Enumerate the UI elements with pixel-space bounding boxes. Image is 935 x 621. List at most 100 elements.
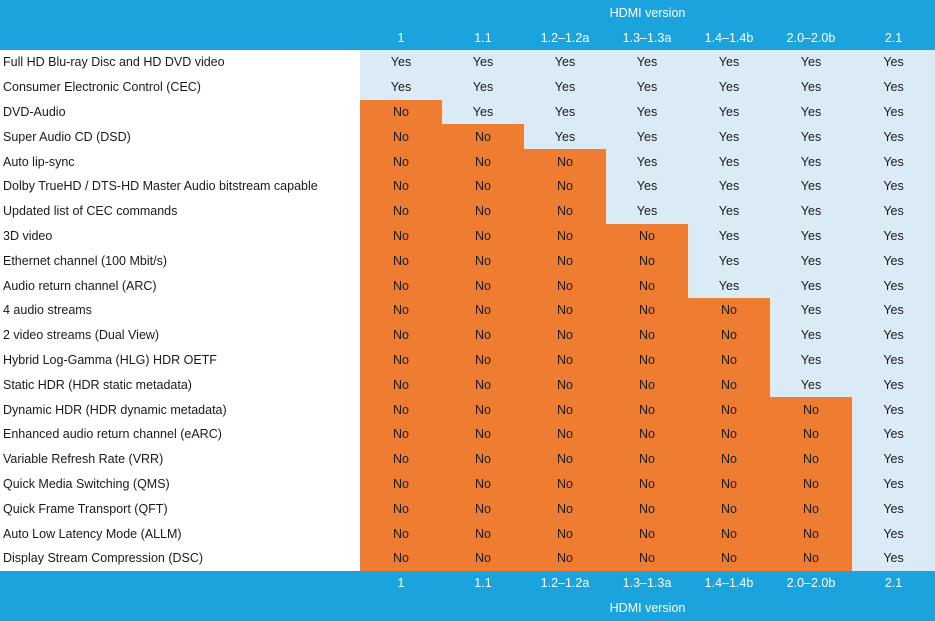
- support-cell: No: [524, 273, 606, 298]
- support-cell: Yes: [524, 99, 606, 125]
- support-cell: Yes: [852, 248, 935, 274]
- support-cell: No: [524, 322, 606, 348]
- support-cell: Yes: [606, 99, 688, 125]
- table-row: Auto Low Latency Mode (ALLM) No No No No No No…: [0, 521, 935, 546]
- support-cell: No: [688, 421, 770, 447]
- support-cell: Yes: [688, 149, 770, 174]
- support-cell: Yes: [360, 74, 442, 100]
- support-cell: Yes: [852, 124, 935, 150]
- support-cell: Yes: [852, 223, 935, 249]
- support-cell: No: [442, 173, 524, 199]
- support-cell: Yes: [852, 297, 935, 323]
- support-cell: No: [360, 446, 442, 472]
- table-row: 3D video No No No No Yes Yes Yes: [0, 223, 935, 249]
- header-version-1-4: 1.4–1.4b: [688, 26, 770, 50]
- support-cell: No: [442, 545, 524, 571]
- support-cell: Yes: [770, 297, 852, 323]
- support-cell: No: [360, 347, 442, 373]
- footer-version-1-1: 1.1: [442, 570, 524, 595]
- support-cell: No: [688, 347, 770, 373]
- support-cell: No: [442, 149, 524, 174]
- support-cell: Yes: [606, 198, 688, 224]
- feature-label: Enhanced audio return channel (eARC): [0, 421, 360, 447]
- feature-label: Audio return channel (ARC): [0, 273, 360, 298]
- support-cell: No: [688, 397, 770, 422]
- support-cell: No: [524, 545, 606, 571]
- support-cell: No: [606, 223, 688, 249]
- support-cell: No: [360, 397, 442, 422]
- support-cell: Yes: [852, 173, 935, 199]
- support-cell: Yes: [524, 124, 606, 150]
- support-cell: No: [442, 471, 524, 497]
- feature-label: 3D video: [0, 223, 360, 249]
- support-cell: Yes: [852, 149, 935, 174]
- support-cell: No: [688, 471, 770, 497]
- table-row: Enhanced audio return channel (eARC) No No…: [0, 421, 935, 447]
- support-cell: No: [606, 248, 688, 274]
- footer-version-row: 1 1.1 1.2–1.2a 1.3–1.3a 1.4–1.4b 2.0–2.0…: [0, 570, 935, 595]
- footer-version-1-3: 1.3–1.3a: [606, 570, 688, 595]
- header-version-1-2: 1.2–1.2a: [524, 26, 606, 50]
- support-cell: No: [770, 496, 852, 522]
- support-cell: No: [688, 322, 770, 348]
- support-cell: Yes: [852, 521, 935, 546]
- support-cell: Yes: [442, 99, 524, 125]
- feature-label: 2 video streams (Dual View): [0, 322, 360, 348]
- support-cell: No: [360, 173, 442, 199]
- support-cell: Yes: [688, 248, 770, 274]
- table-row: 2 video streams (Dual View) No No No No No Yes…: [0, 322, 935, 348]
- table-row: Updated list of CEC commands No No No Yes Yes…: [0, 198, 935, 224]
- support-cell: No: [442, 496, 524, 522]
- footer-version-1-4: 1.4–1.4b: [688, 570, 770, 595]
- header-version-row: 1 1.1 1.2–1.2a 1.3–1.3a 1.4–1.4b 2.0–2.0…: [0, 26, 935, 50]
- support-cell: Yes: [688, 223, 770, 249]
- support-cell: Yes: [852, 397, 935, 422]
- support-cell: Yes: [852, 74, 935, 100]
- table-body: Full HD Blu-ray Disc and HD DVD video Yes…: [0, 50, 935, 571]
- table-row: Ethernet channel (100 Mbit/s) No No No No Yes…: [0, 248, 935, 274]
- support-cell: No: [360, 471, 442, 497]
- support-cell: No: [688, 372, 770, 398]
- support-cell: Yes: [442, 50, 524, 75]
- support-cell: No: [442, 372, 524, 398]
- support-cell: Yes: [852, 198, 935, 224]
- footer-group-row: HDMI version: [0, 594, 935, 621]
- support-cell: No: [524, 496, 606, 522]
- support-cell: Yes: [688, 74, 770, 100]
- feature-label: Display Stream Compression (DSC): [0, 545, 360, 571]
- support-cell: No: [688, 545, 770, 571]
- footer-group-label: HDMI version: [360, 594, 935, 621]
- support-cell: No: [524, 521, 606, 546]
- support-cell: No: [770, 446, 852, 472]
- feature-label: Static HDR (HDR static metadata): [0, 372, 360, 398]
- header-corner-cell: [0, 0, 360, 26]
- header-version-1-3: 1.3–1.3a: [606, 26, 688, 50]
- support-cell: No: [770, 521, 852, 546]
- header-version-2-0: 2.0–2.0b: [770, 26, 852, 50]
- table-row: Audio return channel (ARC) No No No No Yes Yes…: [0, 273, 935, 298]
- support-cell: Yes: [852, 322, 935, 348]
- table-row: Variable Refresh Rate (VRR) No No No No No No Y…: [0, 446, 935, 472]
- support-cell: No: [606, 273, 688, 298]
- support-cell: Yes: [524, 50, 606, 75]
- support-cell: No: [360, 496, 442, 522]
- support-cell: No: [442, 223, 524, 249]
- support-cell: No: [360, 223, 442, 249]
- table-row: Display Stream Compression (DSC) No No No No…: [0, 545, 935, 571]
- support-cell: Yes: [770, 322, 852, 348]
- table-row: 4 audio streams No No No No No Yes Yes: [0, 297, 935, 323]
- feature-label: Ethernet channel (100 Mbit/s): [0, 248, 360, 274]
- support-cell: Yes: [606, 124, 688, 150]
- footer-version-2-1: 2.1: [852, 570, 935, 595]
- feature-label: Super Audio CD (DSD): [0, 124, 360, 150]
- support-cell: Yes: [852, 273, 935, 298]
- header-version-1-1: 1.1: [442, 26, 524, 50]
- support-cell: No: [606, 446, 688, 472]
- support-cell: No: [442, 198, 524, 224]
- support-cell: Yes: [852, 99, 935, 125]
- support-cell: No: [360, 273, 442, 298]
- support-cell: Yes: [770, 124, 852, 150]
- support-cell: Yes: [524, 74, 606, 100]
- support-cell: Yes: [606, 50, 688, 75]
